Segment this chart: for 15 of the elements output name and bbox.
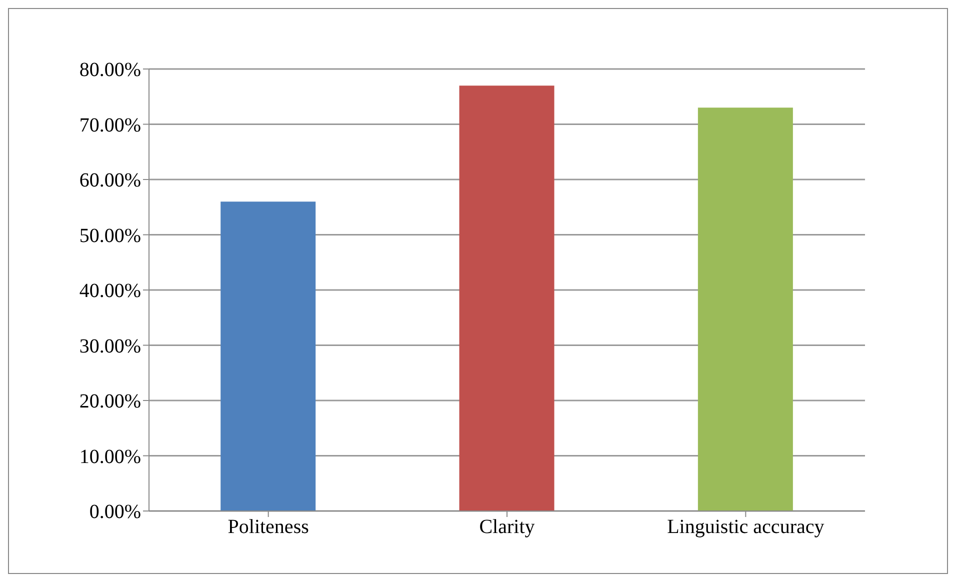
y-tick-label: 10.00% [79, 446, 141, 468]
y-tick-label: 70.00% [79, 114, 141, 136]
y-tick-label: 40.00% [79, 280, 141, 302]
y-tick-label: 80.00% [79, 59, 141, 82]
bar [459, 86, 554, 511]
bar [698, 108, 793, 511]
y-tick-label: 60.00% [79, 170, 141, 192]
y-tick-label: 20.00% [79, 390, 141, 413]
y-tick-label: 30.00% [79, 335, 141, 358]
x-tick-label: Linguistic accuracy [667, 516, 824, 538]
bar [220, 202, 316, 511]
y-tick-label: 0.00% [89, 501, 141, 524]
x-tick-label: Clarity [479, 516, 535, 538]
x-tick-label: Politeness [228, 516, 310, 538]
y-tick-label: 50.00% [79, 224, 141, 247]
